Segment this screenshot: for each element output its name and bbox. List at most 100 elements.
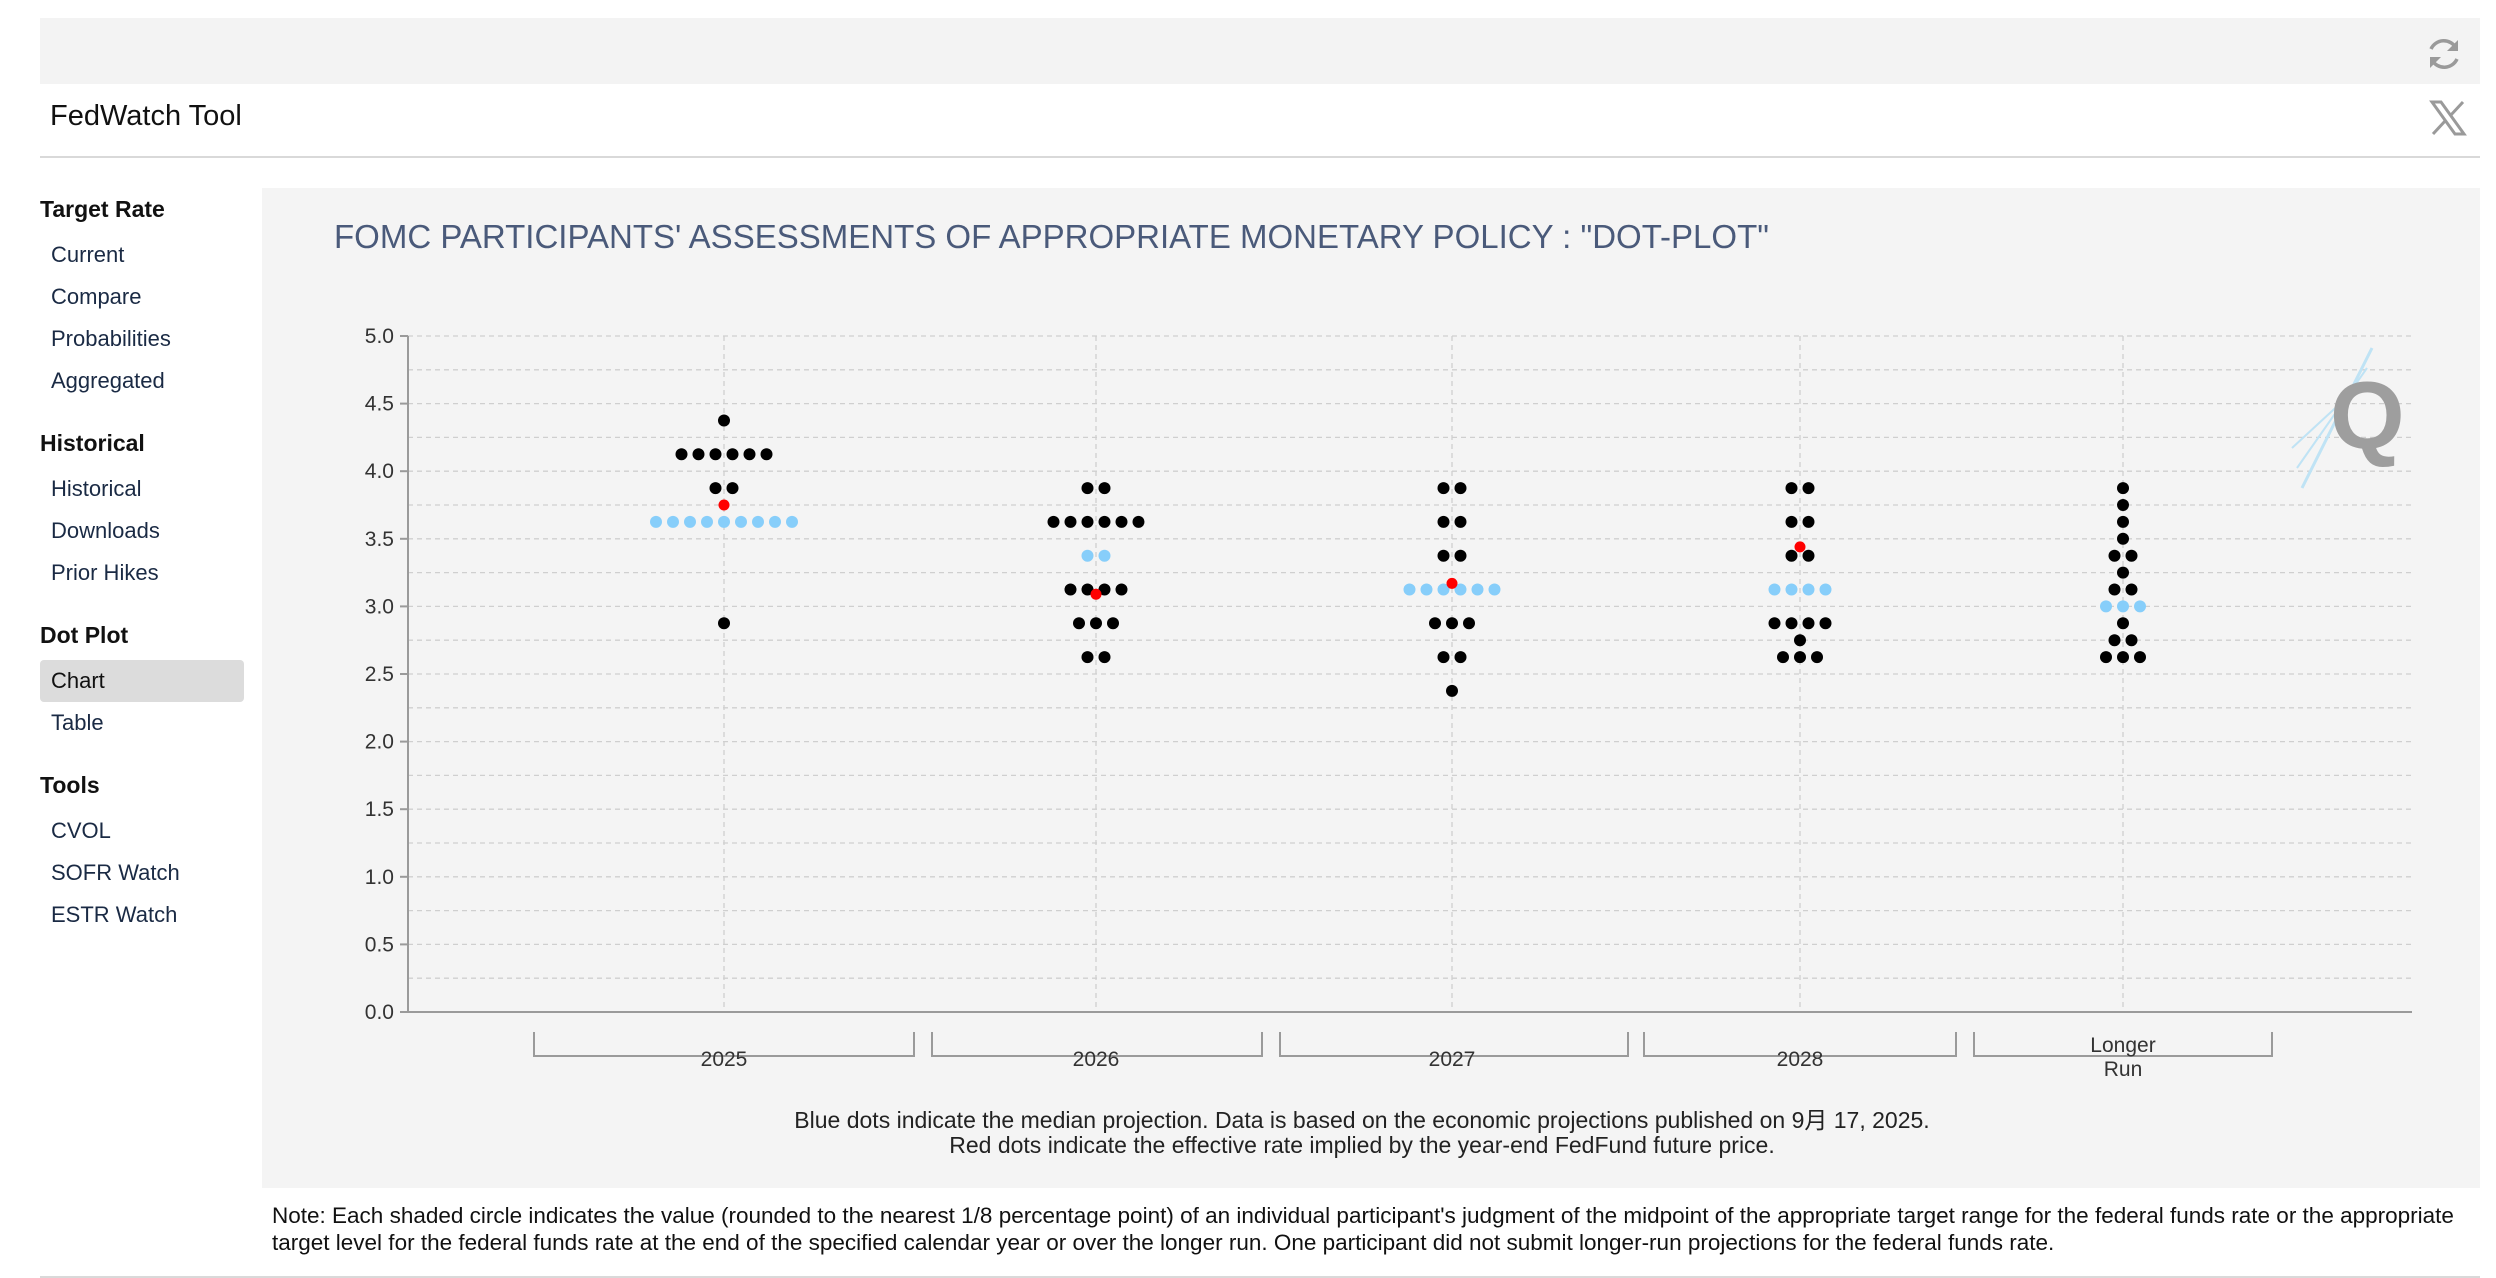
- sidebar-group-dot-plot: Dot Plot Chart Table: [40, 622, 244, 744]
- participant-dot: [2117, 617, 2129, 630]
- participant-dot: [760, 448, 773, 461]
- median-dot: [1802, 583, 1815, 596]
- median-dot: [1081, 549, 1094, 562]
- sidebar-item-probabilities[interactable]: Probabilities: [51, 326, 171, 351]
- sidebar-item-table[interactable]: Table: [51, 710, 104, 735]
- participant-dot: [2117, 532, 2129, 545]
- sidebar-item-aggregated[interactable]: Aggregated: [51, 368, 165, 393]
- participant-dot: [1064, 515, 1077, 528]
- participant-dot: [1081, 515, 1094, 528]
- sidebar-group-historical: Historical Historical Downloads Prior Hi…: [40, 430, 244, 594]
- participant-dot: [2100, 651, 2112, 664]
- y-tick-label: 5.0: [365, 325, 394, 348]
- median-dot: [2117, 600, 2129, 613]
- footnote-line-1: Blue dots indicate the median projection…: [794, 1107, 1929, 1133]
- median-dot: [1098, 549, 1111, 562]
- participant-dot: [718, 414, 730, 427]
- median-dot: [701, 515, 713, 528]
- y-tick-label: 2.0: [365, 731, 394, 754]
- category-label: 2028: [1777, 1048, 1824, 1071]
- median-dot: [1488, 583, 1501, 596]
- y-tick-label: 4.0: [365, 460, 394, 483]
- category-label: 2025: [701, 1048, 748, 1071]
- methodology-note: Note: Each shaded circle indicates the v…: [272, 1203, 2454, 1255]
- futures-implied-dot: [1090, 588, 1102, 600]
- participant-dot: [1819, 617, 1832, 630]
- category-bracket: [1973, 1032, 2273, 1057]
- y-tick-label: 0.0: [365, 1001, 394, 1024]
- median-dot: [1454, 583, 1467, 596]
- sidebar-item-chart[interactable]: Chart: [40, 660, 244, 702]
- participant-dot: [1811, 651, 1823, 664]
- median-dot: [1768, 583, 1781, 596]
- sidebar: Target Rate Current Compare Probabilitie…: [40, 196, 244, 964]
- y-tick-label: 3.0: [365, 595, 394, 618]
- refresh-icon[interactable]: [2422, 32, 2466, 76]
- y-tick-label: 0.5: [365, 933, 394, 956]
- dot-plot-chart: FOMC PARTICIPANTS' ASSESSMENTS OF APPROP…: [334, 218, 2412, 1158]
- participant-dot: [675, 448, 688, 461]
- median-dot: [1785, 583, 1798, 596]
- participant-dot: [1454, 515, 1467, 528]
- participant-dot: [1081, 583, 1094, 596]
- median-dot: [684, 515, 696, 528]
- participant-dot: [1802, 617, 1815, 630]
- median-dot: [1420, 583, 1433, 596]
- participant-dot: [1098, 515, 1111, 528]
- participant-dot: [1802, 482, 1815, 495]
- participant-dot: [2117, 499, 2129, 511]
- participant-dot: [1785, 549, 1798, 562]
- sidebar-item-cvol[interactable]: CVOL: [51, 818, 111, 843]
- sidebar-item-historical[interactable]: Historical: [51, 476, 142, 501]
- y-tick-label: 3.5: [365, 528, 394, 551]
- x-logo-icon[interactable]: [2428, 98, 2468, 138]
- category-bracket: [1643, 1032, 1957, 1057]
- sidebar-item-prior-hikes[interactable]: Prior Hikes: [51, 560, 159, 585]
- participant-dot: [1794, 634, 1806, 647]
- participant-dot: [1802, 515, 1815, 528]
- participant-dot: [709, 482, 722, 495]
- futures-implied-dot: [1446, 577, 1458, 589]
- participant-dot: [1454, 482, 1467, 495]
- participant-dot: [1132, 515, 1145, 528]
- median-dot: [2134, 600, 2146, 613]
- participant-dot: [1081, 482, 1094, 495]
- participant-dot: [1777, 651, 1789, 664]
- participant-dot: [2108, 583, 2121, 596]
- participant-dot: [2125, 583, 2138, 596]
- y-tick-label: 2.5: [365, 663, 394, 686]
- participant-dot: [1098, 482, 1111, 495]
- sidebar-group-target-rate: Target Rate Current Compare Probabilitie…: [40, 196, 244, 402]
- median-dot: [1471, 583, 1484, 596]
- y-tick-label: 1.0: [365, 866, 394, 889]
- top-toolbar: [40, 18, 2480, 84]
- participant-dot: [1437, 482, 1450, 495]
- participant-dot: [1794, 651, 1806, 664]
- sidebar-item-compare[interactable]: Compare: [51, 284, 142, 309]
- sidebar-heading: Dot Plot: [40, 622, 129, 648]
- participant-dot: [743, 448, 756, 461]
- svg-text:Q: Q: [2330, 362, 2405, 469]
- participant-dot: [1098, 583, 1111, 596]
- median-dot: [650, 515, 662, 528]
- participant-dot: [726, 482, 739, 495]
- median-dot: [786, 515, 798, 528]
- participant-dot: [1429, 617, 1441, 630]
- participant-dot: [2134, 651, 2146, 664]
- participant-dot: [2125, 549, 2138, 562]
- sidebar-item-current[interactable]: Current: [51, 242, 125, 267]
- chart-title: FOMC PARTICIPANTS' ASSESSMENTS OF APPROP…: [334, 218, 1769, 255]
- sidebar-group-tools: Tools CVOL SOFR Watch ESTR Watch: [40, 772, 244, 936]
- sidebar-item-estr-watch[interactable]: ESTR Watch: [51, 902, 178, 927]
- y-tick-label: 4.5: [365, 393, 394, 416]
- category-label: Run: [2104, 1058, 2143, 1081]
- participant-dot: [1115, 583, 1128, 596]
- futures-implied-dot: [718, 499, 730, 511]
- participant-dot: [2117, 566, 2129, 579]
- participant-dot: [1437, 651, 1450, 664]
- sidebar-item-downloads[interactable]: Downloads: [51, 518, 160, 543]
- participant-dot: [1454, 651, 1467, 664]
- participant-dot: [1463, 617, 1475, 630]
- sidebar-item-sofr-watch[interactable]: SOFR Watch: [51, 860, 180, 885]
- median-dot: [1403, 583, 1416, 596]
